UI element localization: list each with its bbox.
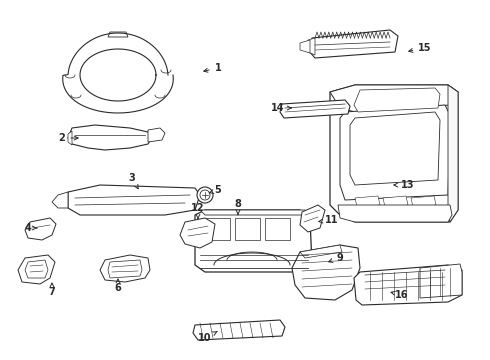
Polygon shape <box>108 260 142 278</box>
Polygon shape <box>148 128 165 142</box>
Polygon shape <box>235 218 260 240</box>
Polygon shape <box>180 218 215 248</box>
Polygon shape <box>205 218 230 240</box>
Polygon shape <box>68 131 72 145</box>
Polygon shape <box>354 88 440 112</box>
Polygon shape <box>448 85 458 222</box>
Text: 12: 12 <box>191 203 205 219</box>
Polygon shape <box>280 100 350 118</box>
Polygon shape <box>18 255 55 284</box>
Text: 7: 7 <box>49 283 55 297</box>
Polygon shape <box>308 38 315 55</box>
Polygon shape <box>195 210 312 272</box>
Text: 14: 14 <box>271 103 291 113</box>
Polygon shape <box>330 85 458 112</box>
Polygon shape <box>25 260 48 278</box>
Polygon shape <box>383 196 408 207</box>
Polygon shape <box>193 320 285 340</box>
Polygon shape <box>108 32 128 37</box>
Polygon shape <box>52 192 68 208</box>
Polygon shape <box>300 205 325 232</box>
Text: 15: 15 <box>409 43 432 53</box>
Text: 13: 13 <box>394 180 415 190</box>
Polygon shape <box>411 196 436 207</box>
Polygon shape <box>300 40 310 53</box>
Text: 16: 16 <box>391 290 409 300</box>
Polygon shape <box>308 30 398 58</box>
Circle shape <box>197 187 213 203</box>
Text: 3: 3 <box>128 173 138 189</box>
Polygon shape <box>350 112 440 185</box>
Polygon shape <box>420 264 462 298</box>
Polygon shape <box>25 218 56 240</box>
Polygon shape <box>338 205 452 222</box>
Polygon shape <box>68 125 152 150</box>
Polygon shape <box>68 185 200 215</box>
Polygon shape <box>340 105 450 200</box>
Text: 4: 4 <box>24 223 37 233</box>
Text: 8: 8 <box>235 199 242 215</box>
Polygon shape <box>292 245 360 300</box>
Polygon shape <box>330 85 458 222</box>
Polygon shape <box>200 210 308 215</box>
Text: 10: 10 <box>198 332 217 343</box>
Polygon shape <box>265 218 290 240</box>
Text: 11: 11 <box>319 215 339 225</box>
Polygon shape <box>355 196 380 207</box>
Text: 5: 5 <box>209 185 221 195</box>
Polygon shape <box>80 49 156 101</box>
Polygon shape <box>100 255 150 282</box>
Polygon shape <box>300 245 342 258</box>
Text: 1: 1 <box>204 63 221 73</box>
Text: 9: 9 <box>329 253 343 263</box>
Text: 6: 6 <box>115 279 122 293</box>
Text: 2: 2 <box>59 133 78 143</box>
Polygon shape <box>354 265 462 305</box>
